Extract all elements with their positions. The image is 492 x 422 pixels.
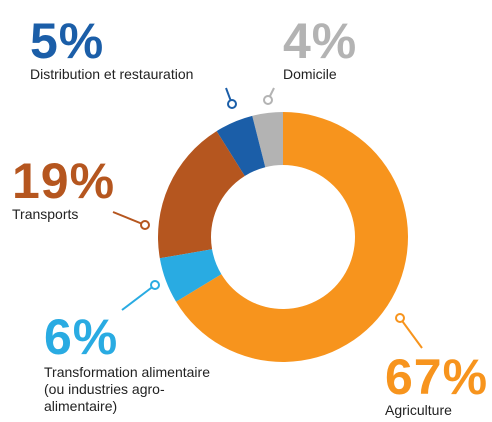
leader-line [121, 284, 156, 311]
value-label: 19% [12, 153, 116, 209]
donut-slice [158, 131, 245, 259]
leader-dot [140, 220, 150, 230]
category-label: Domicile [283, 66, 337, 82]
leader-dot [263, 95, 273, 105]
category-label: Transports [12, 206, 79, 222]
value-label: 4% [283, 13, 358, 69]
leaders [112, 87, 423, 349]
leader-line [399, 317, 423, 349]
leader-dot [395, 313, 405, 323]
value-label: 5% [30, 13, 105, 69]
donut-slice [252, 112, 283, 168]
leader-dot [150, 280, 160, 290]
donut-slice [159, 249, 222, 302]
category-label: Distribution et restauration [30, 66, 194, 82]
leader-dot [227, 99, 237, 109]
leader-line [112, 211, 146, 226]
category-label: Agriculture [385, 402, 452, 418]
donut-slice [216, 115, 266, 176]
donut-slice [176, 112, 408, 362]
category-label: Transformation alimentaire (ou industrie… [44, 364, 210, 414]
value-label: 6% [44, 309, 119, 365]
value-label: 67% [385, 349, 489, 405]
